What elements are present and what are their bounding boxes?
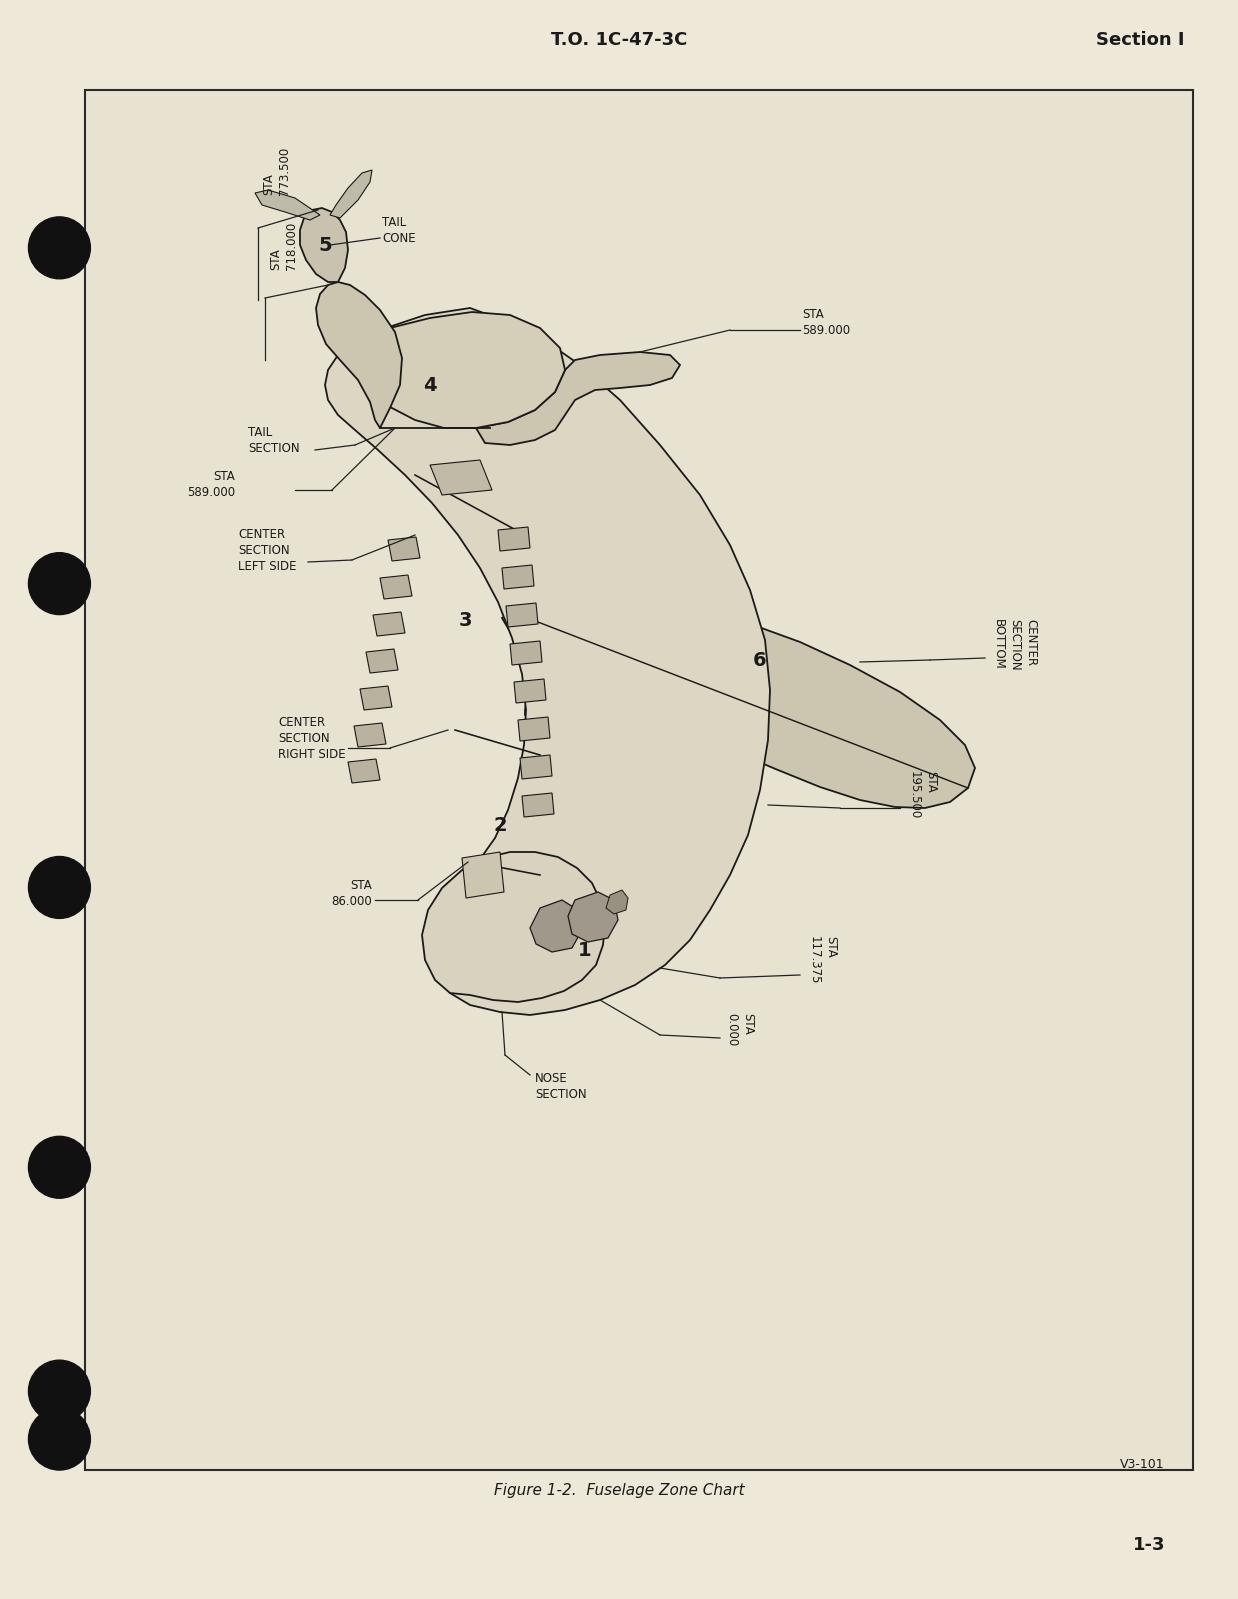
Polygon shape bbox=[498, 528, 530, 552]
Text: STA
117.375: STA 117.375 bbox=[808, 935, 837, 985]
Polygon shape bbox=[501, 564, 534, 588]
Polygon shape bbox=[430, 461, 491, 496]
Polygon shape bbox=[255, 190, 319, 221]
Polygon shape bbox=[510, 641, 542, 665]
Text: 6: 6 bbox=[753, 651, 766, 670]
Polygon shape bbox=[522, 793, 553, 817]
Polygon shape bbox=[380, 576, 412, 600]
Text: 2: 2 bbox=[493, 815, 506, 835]
Text: CENTER
SECTION
BOTTOM: CENTER SECTION BOTTOM bbox=[992, 619, 1037, 672]
Text: TAIL
CONE: TAIL CONE bbox=[383, 216, 416, 245]
Polygon shape bbox=[506, 603, 539, 627]
Polygon shape bbox=[326, 309, 770, 1015]
Text: Figure 1-2.  Fuselage Zone Chart: Figure 1-2. Fuselage Zone Chart bbox=[494, 1482, 744, 1498]
Polygon shape bbox=[530, 900, 582, 951]
Bar bbox=[85, 90, 1193, 1469]
Circle shape bbox=[28, 1409, 90, 1469]
Text: STA
718.000: STA 718.000 bbox=[269, 222, 298, 270]
Text: 1: 1 bbox=[578, 940, 592, 959]
Text: Section I: Section I bbox=[1097, 30, 1185, 50]
Polygon shape bbox=[373, 612, 405, 636]
Polygon shape bbox=[605, 891, 628, 915]
Circle shape bbox=[28, 1137, 90, 1198]
Text: T.O. 1C-47-3C: T.O. 1C-47-3C bbox=[551, 30, 687, 50]
Text: V3-101: V3-101 bbox=[1120, 1458, 1165, 1471]
Text: STA
195.500: STA 195.500 bbox=[907, 771, 937, 819]
Polygon shape bbox=[340, 312, 565, 429]
Text: STA
589.000: STA 589.000 bbox=[802, 307, 851, 336]
Polygon shape bbox=[316, 281, 402, 429]
Text: STA
589.000: STA 589.000 bbox=[187, 470, 235, 499]
Polygon shape bbox=[387, 537, 420, 561]
Polygon shape bbox=[360, 686, 392, 710]
Polygon shape bbox=[366, 649, 397, 673]
Text: 5: 5 bbox=[318, 235, 332, 254]
Text: TAIL
SECTION: TAIL SECTION bbox=[248, 425, 300, 454]
Circle shape bbox=[28, 553, 90, 614]
Text: CENTER
SECTION
RIGHT SIDE: CENTER SECTION RIGHT SIDE bbox=[279, 715, 345, 761]
Polygon shape bbox=[354, 723, 386, 747]
Text: NOSE
SECTION: NOSE SECTION bbox=[535, 1071, 587, 1102]
Polygon shape bbox=[501, 598, 976, 807]
Polygon shape bbox=[568, 892, 618, 942]
Text: CENTER
SECTION
LEFT SIDE: CENTER SECTION LEFT SIDE bbox=[238, 528, 296, 572]
Circle shape bbox=[28, 1361, 90, 1422]
Circle shape bbox=[28, 217, 90, 278]
Text: 1-3: 1-3 bbox=[1133, 1537, 1165, 1554]
Polygon shape bbox=[520, 755, 552, 779]
Text: STA
0.000: STA 0.000 bbox=[725, 1014, 754, 1047]
Text: 3: 3 bbox=[458, 611, 472, 630]
Polygon shape bbox=[331, 169, 371, 217]
Polygon shape bbox=[462, 852, 504, 899]
Circle shape bbox=[28, 857, 90, 918]
Text: STA
86.000: STA 86.000 bbox=[332, 878, 371, 908]
Polygon shape bbox=[517, 716, 550, 740]
Polygon shape bbox=[348, 760, 380, 784]
Polygon shape bbox=[300, 208, 348, 281]
Polygon shape bbox=[422, 852, 605, 1003]
Polygon shape bbox=[514, 680, 546, 704]
Polygon shape bbox=[475, 352, 680, 445]
Text: STA
773.500: STA 773.500 bbox=[262, 147, 291, 195]
Text: 4: 4 bbox=[423, 376, 437, 395]
